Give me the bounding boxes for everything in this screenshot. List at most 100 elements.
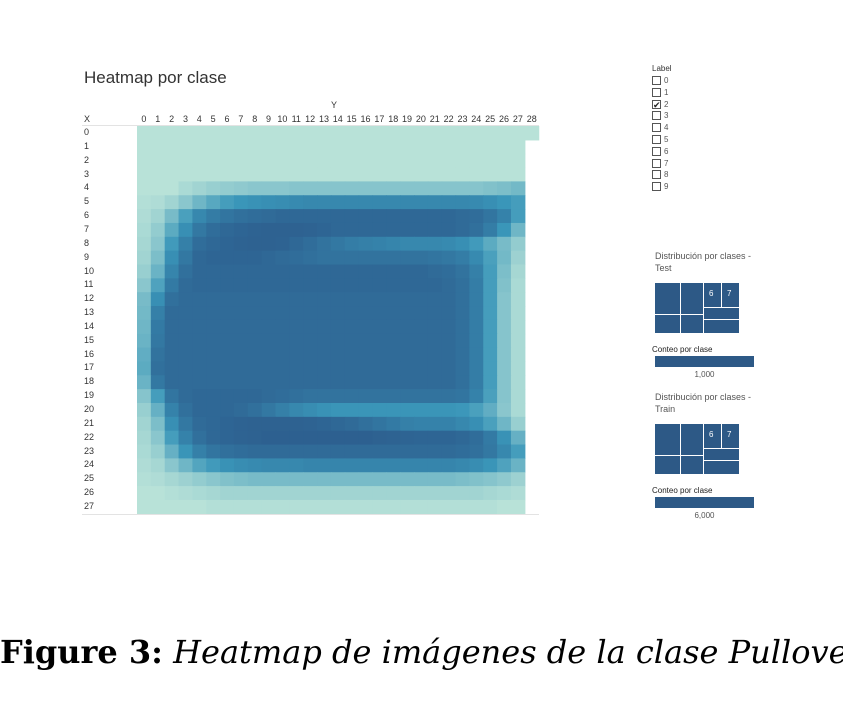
heatmap-cell[interactable] — [497, 126, 512, 141]
heatmap-cell[interactable] — [206, 458, 221, 473]
heatmap-cell[interactable] — [192, 375, 207, 390]
heatmap-cell[interactable] — [137, 306, 152, 321]
heatmap-cell[interactable] — [400, 209, 415, 224]
heatmap-cell[interactable] — [330, 444, 346, 459]
heatmap-cell[interactable] — [247, 222, 263, 238]
heatmap-cell[interactable] — [289, 347, 304, 363]
heatmap-cell[interactable] — [441, 126, 457, 141]
heatmap-cell[interactable] — [303, 319, 318, 335]
heatmap-cell[interactable] — [427, 222, 443, 238]
heatmap-cell[interactable] — [247, 139, 263, 155]
heatmap-cell[interactable] — [220, 444, 235, 459]
heatmap-cell[interactable] — [372, 139, 387, 155]
heatmap-cell[interactable] — [386, 250, 401, 266]
heatmap-cell[interactable] — [358, 126, 374, 141]
heatmap-cell[interactable] — [441, 264, 457, 279]
heatmap-cell[interactable] — [303, 375, 318, 390]
heatmap-cell[interactable] — [303, 403, 318, 418]
heatmap-cell[interactable] — [455, 333, 470, 349]
heatmap-cell[interactable] — [414, 361, 429, 376]
heatmap-cell[interactable] — [372, 306, 387, 321]
heatmap-cell[interactable] — [178, 306, 193, 321]
heatmap-cell[interactable] — [344, 195, 360, 210]
heatmap-cell[interactable] — [469, 375, 484, 390]
heatmap-cell[interactable] — [220, 264, 235, 279]
heatmap-cell[interactable] — [358, 499, 374, 515]
heatmap-cell[interactable] — [344, 444, 360, 459]
heatmap-cell[interactable] — [164, 236, 180, 252]
heatmap-cell[interactable] — [441, 361, 457, 376]
heatmap-cell[interactable] — [150, 139, 166, 155]
heatmap-cell[interactable] — [275, 416, 290, 432]
heatmap-cell[interactable] — [414, 416, 429, 432]
heatmap-cell[interactable] — [303, 472, 318, 487]
heatmap-cell[interactable] — [330, 222, 346, 238]
heatmap-cell[interactable] — [400, 139, 415, 155]
heatmap-cell[interactable] — [220, 278, 235, 293]
heatmap-cell[interactable] — [386, 167, 401, 182]
heatmap-cell[interactable] — [303, 126, 318, 141]
heatmap-cell[interactable] — [275, 430, 290, 446]
heatmap-cell[interactable] — [497, 153, 512, 169]
heatmap-cell[interactable] — [469, 333, 484, 349]
heatmap-cell[interactable] — [317, 403, 332, 418]
heatmap-cell[interactable] — [289, 444, 304, 459]
heatmap-cell[interactable] — [358, 250, 374, 266]
heatmap-cell[interactable] — [469, 416, 484, 432]
heatmap-cell[interactable] — [386, 181, 401, 196]
heatmap-cell[interactable] — [344, 306, 360, 321]
heatmap-cell[interactable] — [317, 416, 332, 432]
heatmap-cell[interactable] — [400, 458, 415, 473]
heatmap-cell[interactable] — [344, 499, 360, 515]
heatmap-cell[interactable] — [497, 499, 512, 515]
heatmap-cell[interactable] — [192, 472, 207, 487]
heatmap-cell[interactable] — [455, 167, 470, 182]
heatmap-cell[interactable] — [330, 195, 346, 210]
heatmap-cell[interactable] — [483, 278, 498, 293]
heatmap-cell[interactable] — [150, 444, 166, 459]
heatmap-cell[interactable] — [441, 250, 457, 266]
heatmap-cell[interactable] — [289, 472, 304, 487]
heatmap-cell[interactable] — [150, 472, 166, 487]
heatmap-cell[interactable] — [427, 375, 443, 390]
heatmap-cell[interactable] — [303, 499, 318, 515]
heatmap-cell[interactable] — [137, 458, 152, 473]
heatmap-cell[interactable] — [441, 181, 457, 196]
checkbox[interactable] — [652, 111, 661, 121]
heatmap-cell[interactable] — [358, 306, 374, 321]
heatmap-cell[interactable] — [275, 361, 290, 376]
heatmap-cell[interactable] — [261, 222, 277, 238]
heatmap-cell[interactable] — [220, 416, 235, 432]
heatmap-cell[interactable] — [400, 167, 415, 182]
heatmap-cell[interactable] — [192, 264, 207, 279]
heatmap-cell[interactable] — [261, 292, 277, 307]
heatmap-cell[interactable] — [178, 153, 193, 169]
label-option-3[interactable]: 3 — [652, 110, 668, 121]
heatmap-cell[interactable] — [358, 361, 374, 376]
heatmap-cell[interactable] — [469, 472, 484, 487]
heatmap-cell[interactable] — [261, 361, 277, 376]
heatmap-cell[interactable] — [483, 167, 498, 182]
heatmap-cell[interactable] — [275, 236, 290, 252]
heatmap-cell[interactable] — [178, 444, 193, 459]
heatmap-cell[interactable] — [455, 292, 470, 307]
heatmap-cell[interactable] — [275, 306, 290, 321]
checkbox[interactable] — [652, 87, 661, 97]
heatmap-cell[interactable] — [275, 264, 290, 279]
heatmap-cell[interactable] — [247, 278, 263, 293]
heatmap-cell[interactable] — [497, 181, 512, 196]
heatmap-cell[interactable] — [400, 236, 415, 252]
heatmap-cell[interactable] — [497, 444, 512, 459]
heatmap-cell[interactable] — [455, 458, 470, 473]
heatmap-cell[interactable] — [178, 195, 193, 210]
heatmap-cell[interactable] — [414, 319, 429, 335]
heatmap-cell[interactable] — [206, 181, 221, 196]
heatmap-cell[interactable] — [289, 292, 304, 307]
heatmap-cell[interactable] — [164, 153, 180, 169]
heatmap-cell[interactable] — [275, 444, 290, 459]
heatmap-cell[interactable] — [275, 319, 290, 335]
heatmap-cell[interactable] — [247, 389, 263, 404]
heatmap-cell[interactable] — [261, 153, 277, 169]
heatmap-cell[interactable] — [317, 278, 332, 293]
heatmap-cell[interactable] — [192, 195, 207, 210]
